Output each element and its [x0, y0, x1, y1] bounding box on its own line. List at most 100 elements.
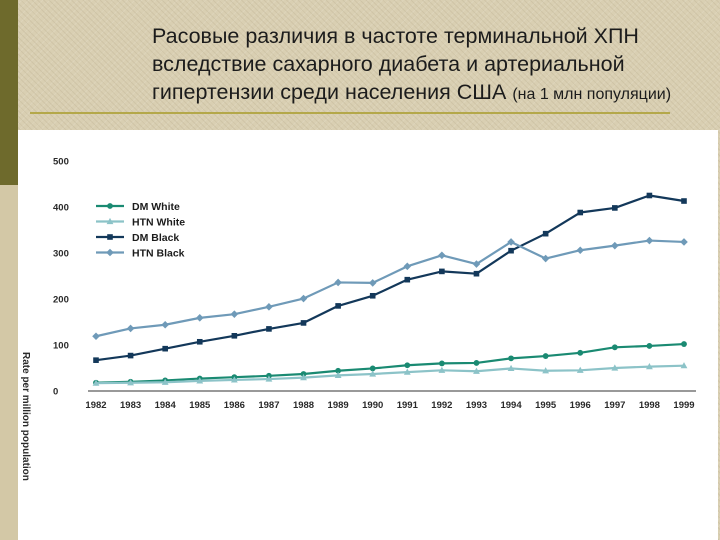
data-point: [646, 192, 653, 199]
data-point: [127, 352, 134, 359]
data-point: [681, 341, 687, 347]
legend-item: DM Black: [96, 232, 179, 244]
title-rule: [30, 112, 670, 114]
data-point: [438, 251, 446, 260]
x-tick-label: 1999: [673, 400, 694, 411]
data-point: [126, 324, 135, 333]
legend-label: HTN Black: [132, 248, 185, 260]
data-point: [92, 332, 100, 341]
data-point: [127, 379, 134, 386]
y-axis-label: Rate per million population: [20, 352, 31, 481]
data-point: [507, 238, 515, 246]
data-point: [680, 238, 688, 246]
data-point: [438, 366, 446, 373]
x-tick-label: 1992: [431, 400, 452, 411]
x-tick-label: 1997: [604, 400, 625, 411]
series-htn-white: [92, 362, 688, 386]
x-tick-label: 1993: [466, 400, 487, 411]
legend-item: HTN Black: [96, 248, 185, 260]
legend-item: DM White: [96, 201, 180, 213]
data-point: [645, 236, 654, 245]
legend-label: HTN White: [132, 217, 185, 229]
data-point: [646, 363, 653, 370]
data-point: [542, 353, 549, 359]
data-point: [93, 357, 99, 363]
x-tick-label: 1988: [293, 400, 314, 411]
x-tick-label: 1995: [535, 400, 557, 411]
data-point: [161, 320, 169, 329]
data-point: [681, 198, 687, 204]
data-point: [472, 260, 481, 268]
data-point: [334, 278, 342, 287]
data-point: [161, 378, 169, 385]
data-point: [611, 364, 619, 371]
data-point: [576, 246, 585, 255]
data-point: [577, 349, 584, 356]
legend-marker: [106, 217, 114, 225]
data-point: [508, 355, 514, 362]
data-point: [335, 303, 341, 309]
data-point: [369, 365, 376, 372]
y-tick-label: 300: [53, 249, 69, 260]
series-dm-black: [93, 192, 687, 363]
y-tick-label: 200: [53, 295, 69, 306]
series-line: [95, 194, 685, 362]
data-point: [265, 375, 273, 382]
x-tick-label: 1994: [500, 400, 522, 411]
data-point: [403, 262, 412, 271]
data-point: [473, 360, 480, 366]
legend-label: DM White: [132, 201, 180, 213]
series-line: [95, 239, 685, 338]
data-point: [334, 371, 342, 378]
slide-subtitle: (на 1 млн популяции): [512, 86, 672, 103]
data-point: [265, 303, 273, 311]
data-point: [577, 209, 584, 216]
data-point: [646, 343, 653, 349]
y-tick-label: 500: [53, 157, 69, 168]
legend-marker: [107, 234, 113, 240]
plot-panel: [18, 130, 718, 540]
y-tick-label: 0: [53, 387, 58, 398]
series-line: [95, 364, 685, 385]
data-point: [335, 367, 342, 374]
data-point: [404, 276, 411, 283]
data-point: [541, 254, 550, 263]
chart-legend: DM White HTN White DM Black HTN Black: [96, 201, 185, 260]
x-tick-label: 1998: [639, 400, 660, 411]
data-point: [542, 230, 549, 237]
x-tick-label: 1984: [155, 400, 177, 411]
data-point: [368, 279, 377, 287]
x-tick-label: 1996: [570, 400, 591, 411]
y-tick-label: 400: [53, 203, 69, 214]
series-line: [95, 342, 685, 384]
data-point: [612, 205, 618, 211]
data-point: [299, 294, 308, 303]
data-point: [369, 292, 376, 299]
x-tick-label: 1989: [328, 400, 349, 411]
data-point: [611, 344, 618, 351]
data-point: [196, 377, 204, 384]
data-point: [473, 367, 480, 374]
data-point: [300, 371, 307, 377]
data-point: [231, 333, 238, 339]
x-tick-label: 1990: [362, 400, 383, 411]
data-point: [438, 360, 445, 367]
data-point: [300, 374, 307, 381]
data-point: [92, 379, 100, 386]
data-point: [611, 241, 619, 250]
data-point: [508, 247, 514, 254]
x-tick-label: 1986: [224, 400, 245, 411]
data-point: [439, 268, 445, 275]
data-point: [195, 314, 204, 322]
data-point: [230, 310, 239, 318]
legend-label: DM Black: [132, 232, 179, 244]
data-point: [230, 376, 238, 383]
data-point: [196, 338, 203, 345]
x-tick-label: 1985: [189, 400, 211, 411]
data-point: [576, 366, 584, 373]
data-point: [162, 345, 168, 352]
data-point: [266, 326, 272, 332]
data-point: [300, 320, 307, 326]
y-tick-labels: 0 100 200 300 400 500: [53, 157, 69, 398]
legend-item: HTN White: [96, 217, 185, 229]
